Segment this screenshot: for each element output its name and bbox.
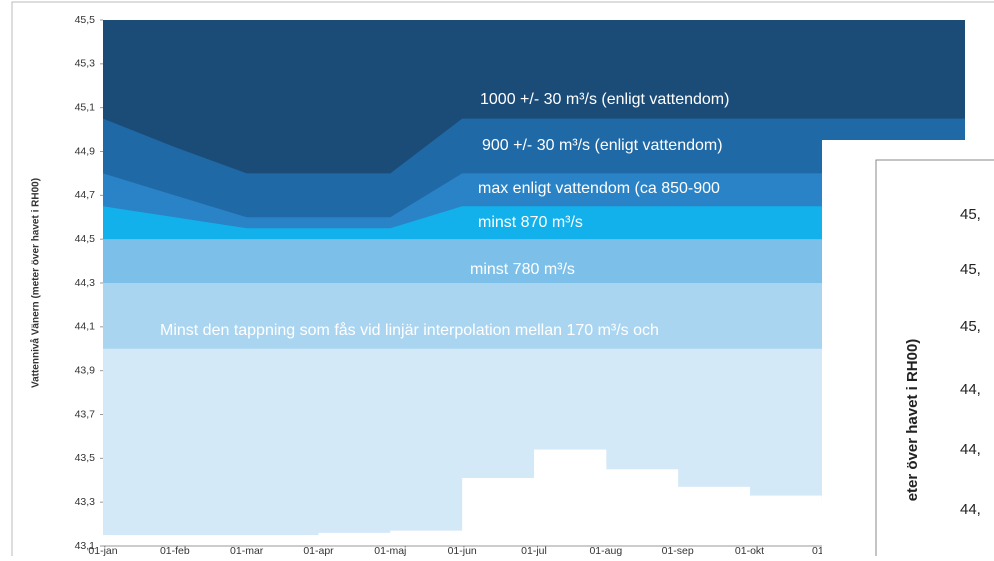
y-tick-label: 43,1 — [75, 540, 96, 552]
y-tick-label: 44,7 — [75, 189, 96, 201]
y-tick-label: 43,3 — [75, 496, 96, 508]
inset-chart: eter över havet i RH00) 45, 45, 45, 44, 44, 4… — [822, 140, 994, 561]
step-bar — [103, 535, 176, 546]
y-tick-label: 44,9 — [75, 145, 96, 157]
x-tick-label: 01-aug — [589, 545, 622, 556]
band-label: 1000 +/- 30 m³/s (enligt vattendom) — [480, 91, 729, 108]
step-bar — [677, 486, 750, 546]
y-tick-label: 43,5 — [75, 452, 96, 464]
y-tick-label: 44,3 — [75, 277, 96, 289]
band-label: max enligt vattendom (ca 850-900 — [478, 180, 720, 197]
y-tick-label: 43,7 — [75, 408, 96, 420]
y-tick-label: 45,1 — [75, 101, 96, 113]
inset-tick-label: 45, — [960, 206, 981, 223]
y-tick-label: 44,1 — [75, 321, 96, 333]
inset-tick-label: 45, — [960, 318, 981, 335]
inset-tick-label: 44, — [960, 501, 981, 518]
inset-tick-label: 44, — [960, 381, 981, 398]
band-label: Minst den tappning som fås vid linjär in… — [160, 321, 659, 339]
band-label: 900 +/- 30 m³/s (enligt vattendom) — [482, 137, 723, 154]
step-bar — [390, 530, 463, 546]
y-tick-label: 44,5 — [75, 233, 96, 245]
x-tick-label: 01-feb — [160, 545, 190, 556]
step-bar — [534, 449, 607, 546]
step-bar — [462, 478, 535, 546]
step-bar — [246, 535, 319, 546]
step-bar — [318, 532, 391, 546]
y-tick-label: 43,9 — [75, 364, 96, 376]
plot-area — [103, 20, 965, 546]
x-tick-label: 01-mar — [230, 545, 264, 556]
inset-frame — [875, 159, 994, 561]
x-tick-label: 01-apr — [303, 545, 334, 556]
step-bar — [174, 535, 248, 546]
y-tick-label: 45,5 — [75, 14, 96, 26]
y-axis-label: Vattennivå Vänern (meter över havet i RH… — [30, 178, 42, 388]
inset-axis-label: eter över havet i RH00) — [904, 339, 921, 502]
step-bar — [749, 495, 822, 546]
x-tick-label: 01-sep — [662, 545, 694, 556]
band-label: minst 870 m³/s — [478, 214, 583, 231]
inset-tick-label: 45, — [960, 261, 981, 278]
step-bar — [605, 469, 679, 546]
band-label: minst 780 m³/s — [470, 261, 575, 278]
x-tick-label: 01-jan — [88, 545, 117, 556]
x-tick-label: 01-maj — [374, 545, 406, 556]
x-tick-label: 01-jul — [521, 545, 547, 556]
inset-tick-label: 44, — [960, 441, 981, 458]
x-tick-label: 01-okt — [735, 545, 764, 556]
x-tick-label: 01-jun — [448, 545, 477, 556]
y-tick-label: 45,3 — [75, 58, 96, 70]
